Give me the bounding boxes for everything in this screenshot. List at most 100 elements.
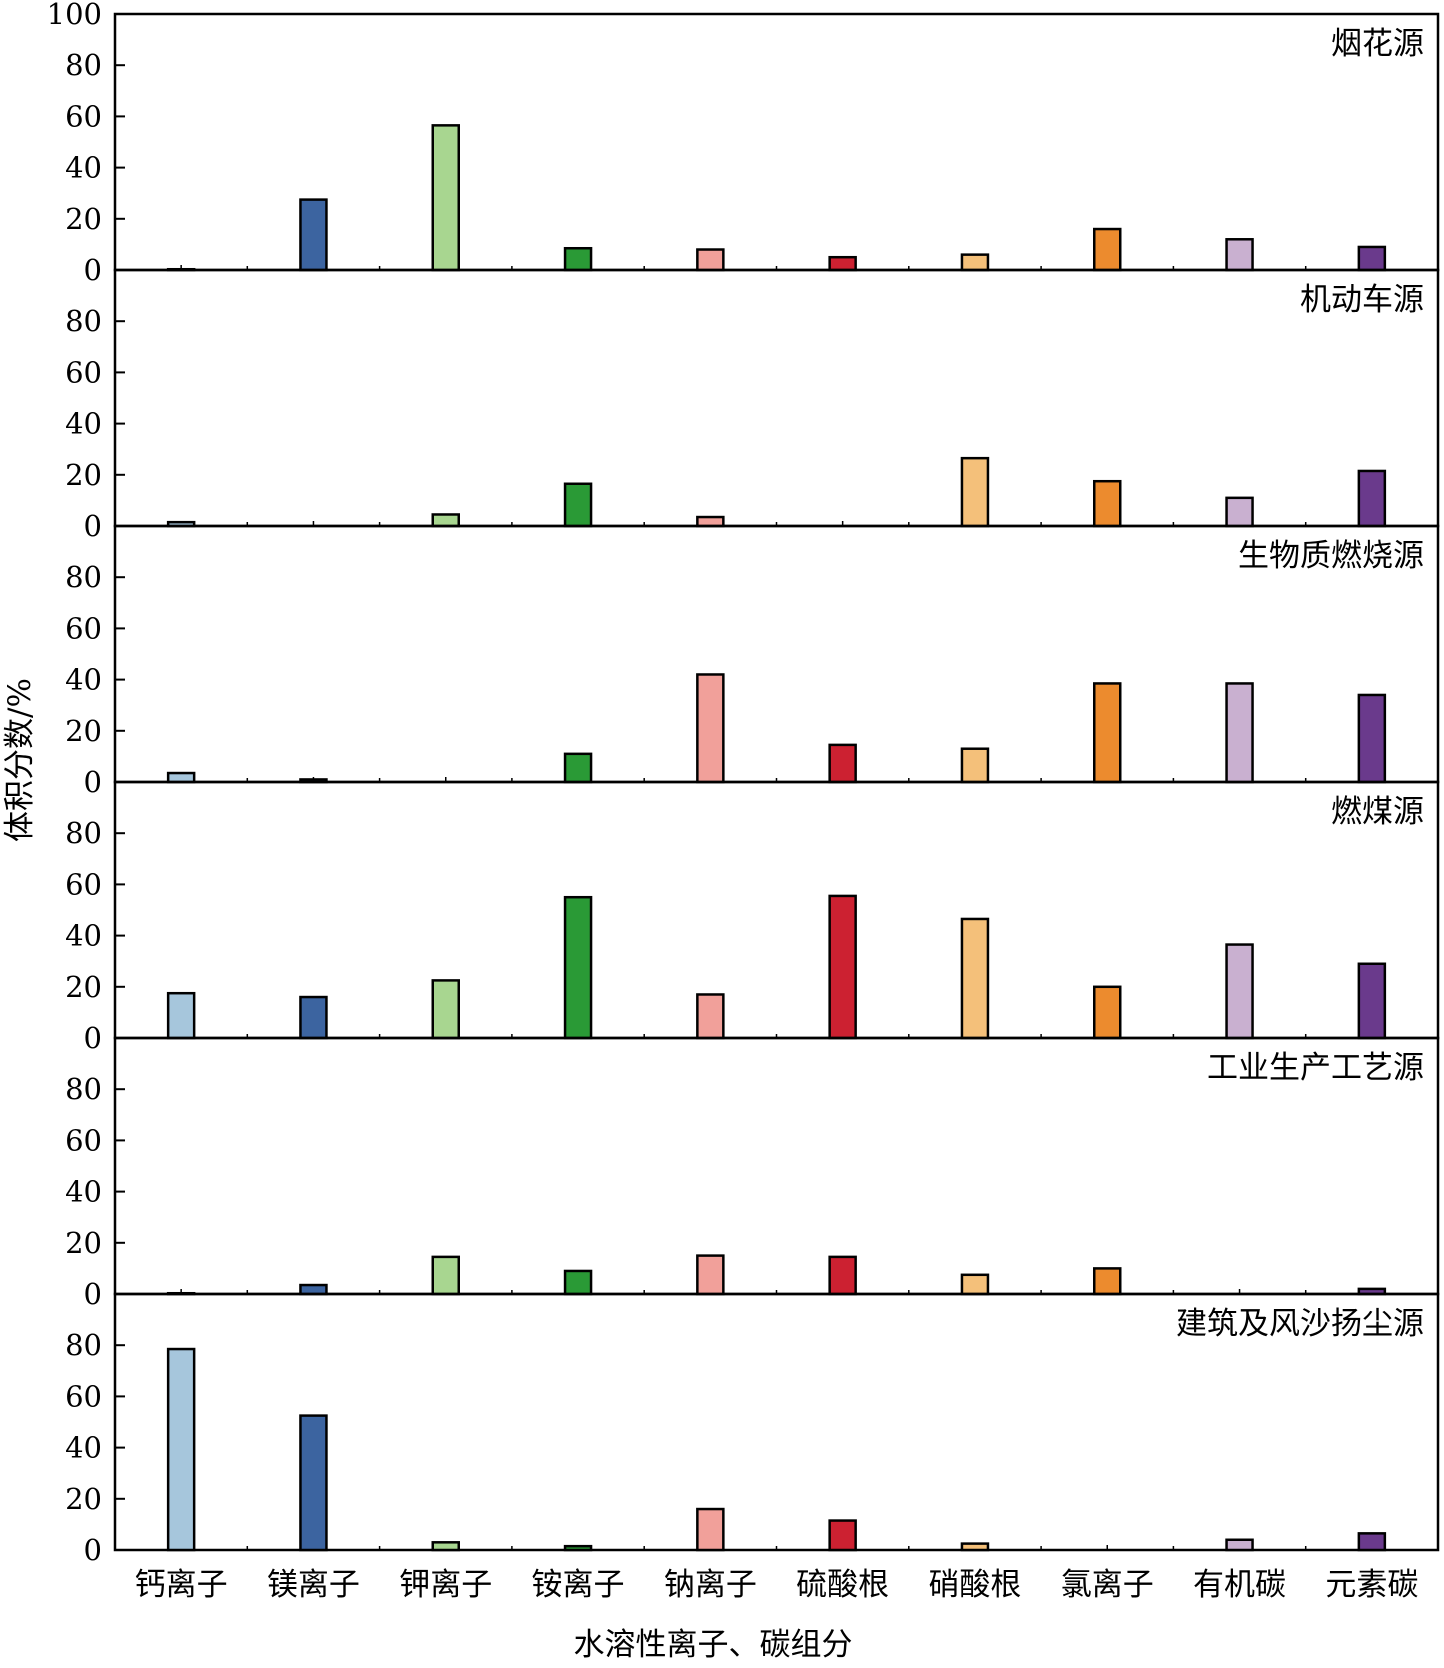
- category-label: 硝酸根: [928, 1567, 1021, 1603]
- bar-4-1: [166, 991, 196, 1040]
- panels-layer: 0 20 40 60 80 100 烟花源 0 20 40 60 80 机动车源 0 20 40 60 80 生物质…: [47, 0, 1440, 1603]
- bar-3-1: [166, 771, 196, 784]
- bar-1-8: [1093, 227, 1122, 272]
- y-tick-label: 20: [65, 202, 102, 236]
- category-label: 钙离子: [135, 1567, 228, 1603]
- panel-title: 建筑及风沙扬尘源: [1176, 1306, 1424, 1342]
- y-axis-title: 体积分数/%: [2, 678, 38, 842]
- bar-2-7: [960, 456, 990, 528]
- bar-2-4: [563, 482, 593, 528]
- bar-1-9: [1225, 238, 1254, 272]
- bar-4-5: [696, 993, 725, 1040]
- y-tick-label: 40: [65, 1175, 102, 1209]
- category-label: 硫酸根: [796, 1567, 889, 1603]
- y-tick-label: 80: [65, 1328, 102, 1362]
- bar-5-4: [563, 1269, 593, 1296]
- bar-3-8: [1093, 682, 1122, 784]
- panel-4: 0 20 40 60 80 燃煤源: [65, 780, 1440, 1055]
- bar-1-6: [828, 255, 857, 272]
- category-label: 氯离子: [1061, 1567, 1154, 1603]
- y-tick-label: 80: [65, 48, 102, 82]
- bar-1-3: [431, 124, 460, 272]
- bar-4-10: [1357, 962, 1387, 1040]
- bar-2-10: [1357, 469, 1387, 528]
- panel-title: 燃煤源: [1331, 794, 1424, 830]
- bar-3-7: [960, 747, 990, 784]
- bar-5-3: [431, 1255, 460, 1296]
- bar-2-8: [1093, 479, 1122, 528]
- y-tick-label: 40: [65, 919, 102, 953]
- y-tick-label: 80: [65, 1072, 102, 1106]
- bar-4-7: [960, 917, 990, 1040]
- bar-3-10: [1357, 693, 1387, 784]
- bar-5-6: [828, 1255, 857, 1296]
- y-tick-label: 40: [65, 407, 102, 441]
- bar-3-5: [696, 673, 725, 784]
- panel-3: 0 20 40 60 80 生物质燃烧源: [65, 524, 1440, 799]
- y-tick-label: 80: [65, 304, 102, 338]
- y-tick-label: 60: [65, 867, 102, 901]
- category-label: 镁离子: [267, 1567, 360, 1603]
- bar-2-3: [431, 513, 460, 528]
- category-label: 钠离子: [664, 1567, 757, 1603]
- y-tick-label: 40: [65, 1431, 102, 1465]
- y-tick-label: 60: [65, 1123, 102, 1157]
- y-tick-label: 0: [84, 765, 102, 799]
- bar-4-9: [1225, 943, 1254, 1040]
- bar-6-10: [1357, 1532, 1387, 1552]
- bar-4-8: [1093, 985, 1122, 1040]
- panel-2: 0 20 40 60 80 机动车源: [65, 268, 1440, 543]
- y-tick-label: 60: [65, 99, 102, 133]
- panel-title: 机动车源: [1300, 282, 1424, 318]
- bar-6-6: [828, 1519, 857, 1552]
- category-label: 铵离子: [532, 1567, 625, 1603]
- y-tick-label: 40: [65, 151, 102, 185]
- bar-3-4: [563, 752, 593, 784]
- bar-6-3: [431, 1541, 460, 1552]
- bar-5-2: [299, 1283, 328, 1296]
- bar-2-9: [1225, 496, 1254, 528]
- y-tick-label: 80: [65, 816, 102, 850]
- y-tick-label: 60: [65, 355, 102, 389]
- bar-4-3: [431, 979, 460, 1040]
- category-label: 元素碳: [1325, 1567, 1418, 1603]
- y-tick-label: 40: [65, 663, 102, 697]
- bar-6-7: [960, 1542, 990, 1552]
- y-tick-label: 80: [65, 560, 102, 594]
- y-tick-label: 0: [84, 1021, 102, 1055]
- panel-title: 生物质燃烧源: [1238, 538, 1424, 574]
- bar-3-9: [1225, 682, 1254, 784]
- y-tick-label: 0: [84, 509, 102, 543]
- bar-6-2: [299, 1414, 328, 1552]
- y-tick-label: 0: [84, 1533, 102, 1567]
- bar-5-5: [696, 1254, 725, 1296]
- y-tick-label: 60: [65, 1379, 102, 1413]
- bar-6-4: [563, 1544, 593, 1552]
- bar-4-2: [299, 995, 328, 1040]
- bar-1-7: [960, 253, 990, 272]
- bar-5-8: [1093, 1267, 1122, 1296]
- y-tick-label: 100: [47, 0, 102, 31]
- bar-1-5: [696, 248, 725, 272]
- y-tick-label: 20: [65, 458, 102, 492]
- y-tick-label: 0: [84, 253, 102, 287]
- y-tick-label: 20: [65, 714, 102, 748]
- bar-3-6: [828, 743, 857, 784]
- y-tick-label: 0: [84, 1277, 102, 1311]
- panel-title: 烟花源: [1331, 26, 1424, 62]
- bar-4-4: [563, 895, 593, 1040]
- bar-1-4: [563, 246, 593, 272]
- category-label: 有机碳: [1193, 1567, 1286, 1603]
- panel-5: 0 20 40 60 80 工业生产工艺源: [65, 1036, 1440, 1311]
- bar-1-2: [299, 198, 328, 272]
- panel-1: 0 20 40 60 80 100 烟花源: [47, 0, 1440, 287]
- panel-title: 工业生产工艺源: [1207, 1050, 1424, 1086]
- x-axis-title: 水溶性离子、碳组分: [574, 1627, 853, 1663]
- y-tick-label: 20: [65, 1226, 102, 1260]
- bar-6-9: [1225, 1538, 1254, 1552]
- bar-6-1: [166, 1347, 196, 1552]
- bar-4-6: [828, 894, 857, 1040]
- panel-frame: [113, 268, 1440, 528]
- y-tick-label: 20: [65, 970, 102, 1004]
